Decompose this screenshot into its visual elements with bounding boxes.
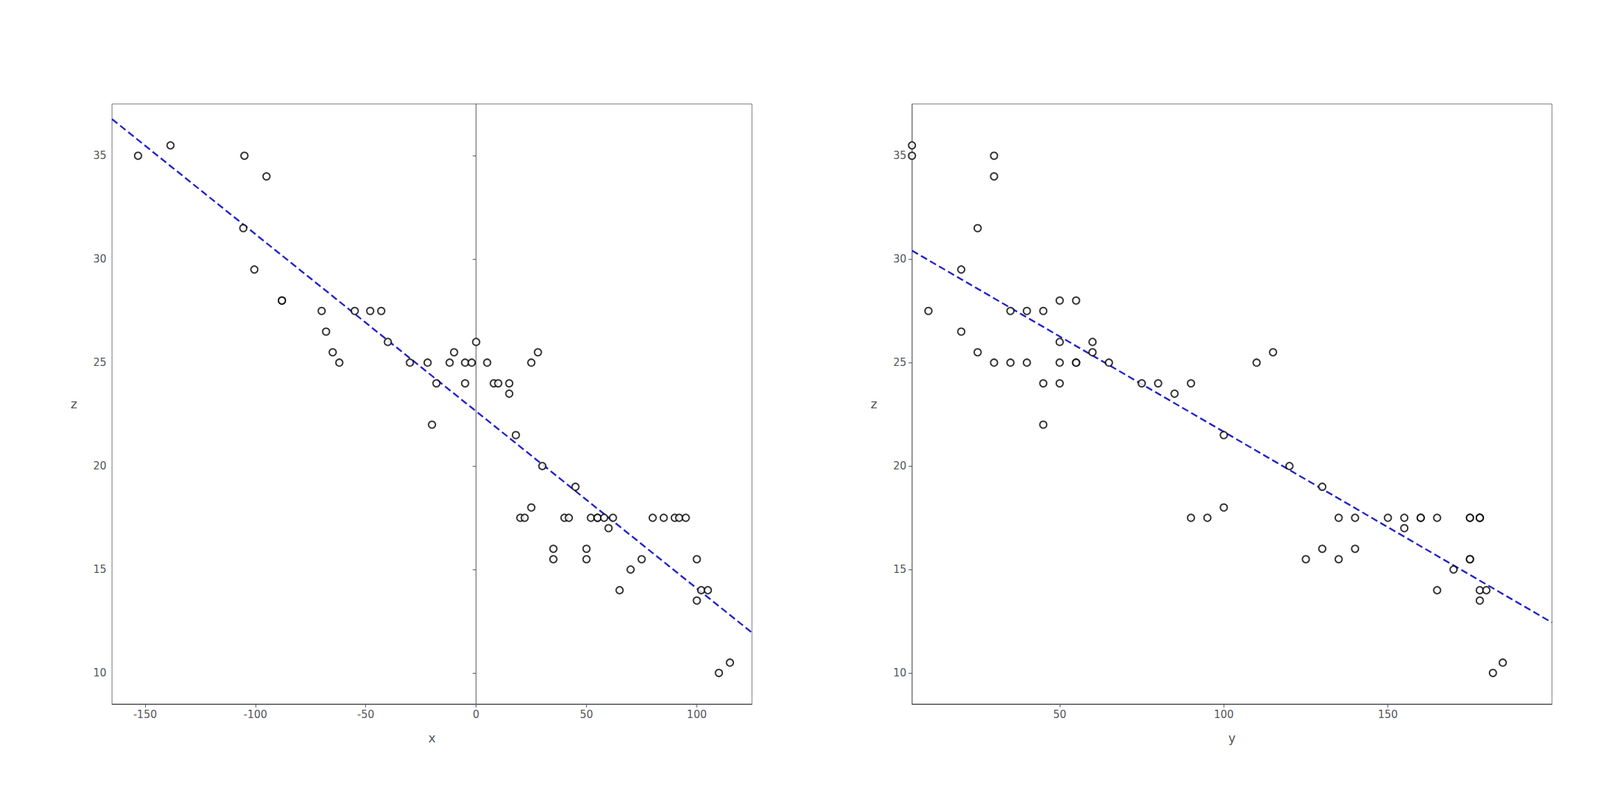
svg-text:-50: -50 [356, 708, 375, 721]
svg-text:x: x [428, 730, 437, 746]
svg-text:150: 150 [1377, 708, 1398, 721]
svg-text:100: 100 [1213, 708, 1235, 721]
svg-text:10: 10 [93, 666, 107, 680]
svg-text:20: 20 [893, 459, 907, 473]
svg-text:15: 15 [893, 563, 907, 576]
svg-text:35: 35 [93, 149, 107, 162]
svg-text:25: 25 [93, 356, 107, 369]
svg-text:50: 50 [1052, 708, 1066, 721]
svg-text:35: 35 [893, 149, 907, 162]
svg-text:-150: -150 [133, 708, 157, 721]
svg-text:-100: -100 [243, 708, 268, 721]
svg-text:25: 25 [893, 356, 907, 369]
svg-text:50: 50 [579, 708, 594, 721]
svg-text:100: 100 [686, 708, 707, 721]
svg-text:30: 30 [93, 252, 107, 266]
svg-text:z: z [70, 396, 78, 412]
svg-text:0: 0 [472, 708, 480, 721]
svg-text:y: y [1228, 730, 1237, 746]
svg-text:15: 15 [93, 563, 107, 576]
svg-text:20: 20 [93, 459, 107, 473]
svg-text:30: 30 [893, 252, 907, 266]
svg-text:z: z [870, 396, 878, 412]
svg-text:10: 10 [893, 666, 907, 680]
